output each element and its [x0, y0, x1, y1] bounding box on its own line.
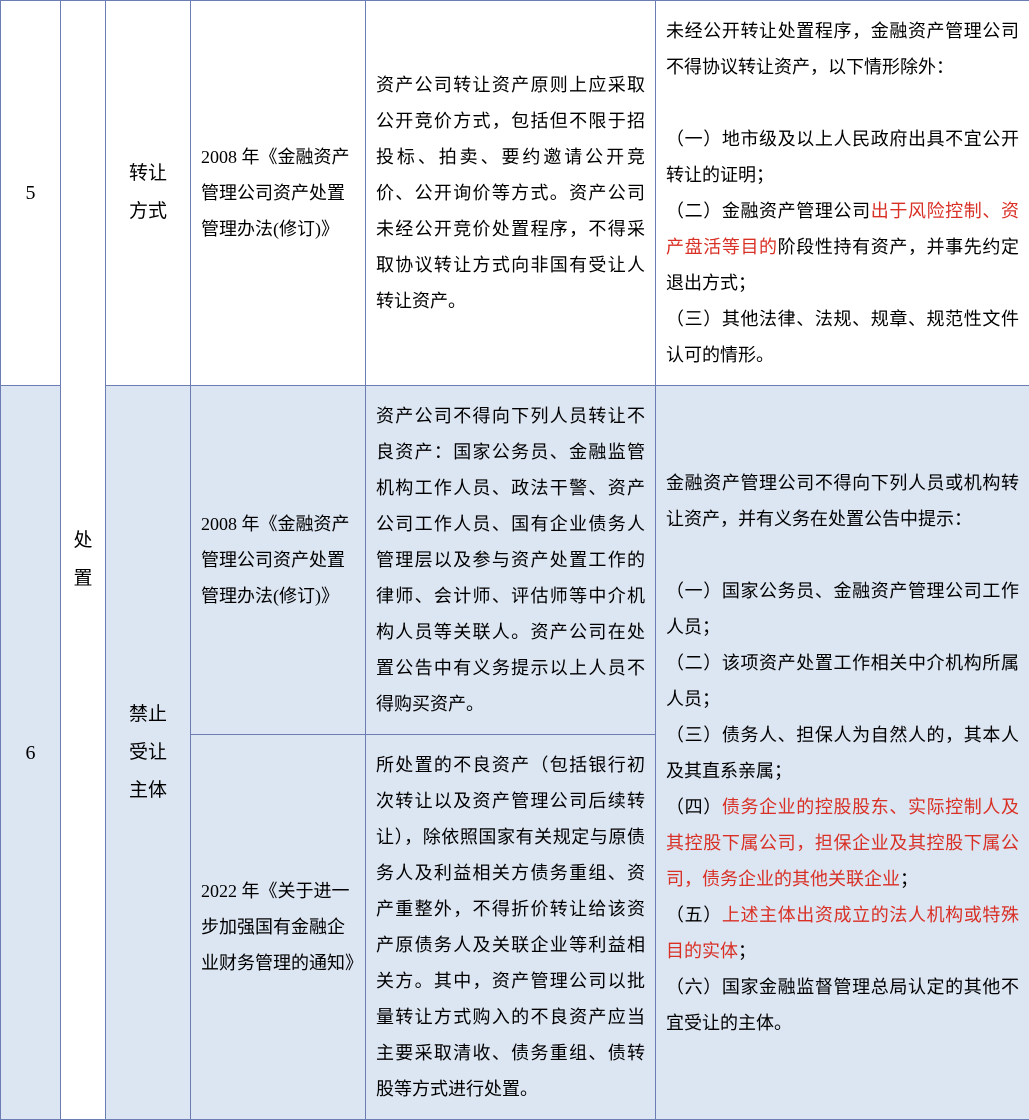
notes-part: ；	[738, 941, 756, 961]
notes-part: ；	[900, 869, 918, 889]
notes-part: （四）	[666, 797, 722, 817]
content-cell: 所处置的不良资产（包括银行初次转让以及资产管理公司后续转让），除依照国家有关规定…	[366, 735, 656, 1120]
subcategory-line: 转让	[116, 155, 180, 193]
category-text: 处置	[73, 530, 92, 589]
notes-part: （三）债务人、担保人为自然人的，其本人及其直系亲属；	[666, 725, 1019, 781]
category-cell: 处置	[61, 1, 106, 1120]
row-number: 5	[1, 1, 61, 386]
notes-part: 金融资产管理公司不得向下列人员或机构转让资产，并有义务在处置公告中提示：	[666, 473, 1019, 529]
subcategory-line: 禁止	[116, 696, 180, 734]
notes-part: （六）国家金融监督管理总局认定的其他不宜受让的主体。	[666, 977, 1019, 1033]
notes-part: （一）地市级及以上人民政府出具不宜公开转让的证明；	[666, 129, 1019, 185]
notes-cell: 未经公开转让处置程序，金融资产管理公司不得协议转让资产，以下情形除外： （一）地市…	[656, 1, 1029, 386]
subcategory-line: 受让	[116, 734, 180, 772]
regulation-cell: 2022 年《关于进一步加强国有金融企业财务管理的通知》	[191, 735, 366, 1120]
table-row: 5 处置 转让方式 2008 年《金融资产管理公司资产处置管理办法(修订)》 资…	[1, 1, 1029, 386]
subcategory-cell: 转让方式	[106, 1, 191, 386]
table-row: 6 禁止受让主体 2008 年《金融资产管理公司资产处置管理办法(修订)》 资产…	[1, 386, 1029, 735]
subcategory-line: 方式	[116, 193, 180, 231]
notes-part: （二）金融资产管理公司	[666, 201, 871, 221]
subcategory-cell: 禁止受让主体	[106, 386, 191, 1120]
content-cell: 资产公司不得向下列人员转让不良资产：国家公务员、金融监管机构工作人员、政法干警、…	[366, 386, 656, 735]
notes-part: （二）该项资产处置工作相关中介机构所属人员；	[666, 653, 1019, 709]
content-cell: 资产公司转让资产原则上应采取公开竞价方式，包括但不限于招投标、拍卖、要约邀请公开…	[366, 1, 656, 386]
regulation-cell: 2008 年《金融资产管理公司资产处置管理办法(修订)》	[191, 386, 366, 735]
notes-part: （三）其他法律、法规、规章、规范性文件认可的情形。	[666, 309, 1019, 365]
notes-cell: 金融资产管理公司不得向下列人员或机构转让资产，并有义务在处置公告中提示： （一）国…	[656, 386, 1029, 1120]
subcategory-line: 主体	[116, 772, 180, 810]
notes-part: （一）国家公务员、金融资产管理公司工作人员；	[666, 581, 1019, 637]
regulation-cell: 2008 年《金融资产管理公司资产处置管理办法(修订)》	[191, 1, 366, 386]
row-number: 6	[1, 386, 61, 1120]
notes-part: （五）	[666, 905, 722, 925]
regulation-table: 5 处置 转让方式 2008 年《金融资产管理公司资产处置管理办法(修订)》 资…	[0, 0, 1029, 1120]
notes-part: 未经公开转让处置程序，金融资产管理公司不得协议转让资产，以下情形除外：	[666, 21, 1019, 77]
